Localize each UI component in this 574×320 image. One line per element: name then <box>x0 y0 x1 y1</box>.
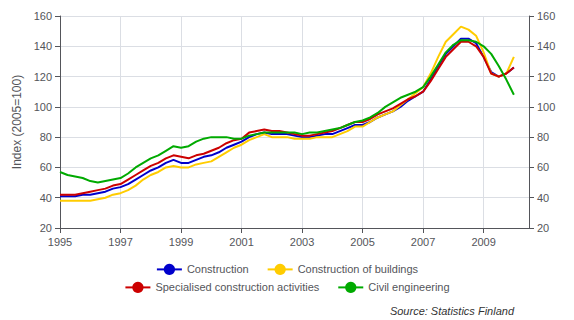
svg-text:Construction: Construction <box>187 263 249 275</box>
svg-text:40: 40 <box>40 192 52 204</box>
svg-text:40: 40 <box>537 192 549 204</box>
svg-text:120: 120 <box>537 71 555 83</box>
svg-text:60: 60 <box>40 161 52 173</box>
svg-text:160: 160 <box>34 10 52 22</box>
svg-text:1995: 1995 <box>48 236 72 248</box>
svg-text:100: 100 <box>537 101 555 113</box>
svg-text:100: 100 <box>34 101 52 113</box>
svg-text:2001: 2001 <box>229 236 253 248</box>
svg-text:Specialised construction activ: Specialised construction activities <box>155 281 319 293</box>
svg-text:2007: 2007 <box>411 236 435 248</box>
svg-text:1999: 1999 <box>169 236 193 248</box>
svg-text:60: 60 <box>537 161 549 173</box>
svg-text:80: 80 <box>40 131 52 143</box>
svg-text:20: 20 <box>40 222 52 234</box>
svg-text:160: 160 <box>537 10 555 22</box>
svg-text:Source: Statistics Finland: Source: Statistics Finland <box>390 305 515 317</box>
svg-text:1997: 1997 <box>108 236 132 248</box>
svg-text:2005: 2005 <box>350 236 374 248</box>
svg-text:120: 120 <box>34 71 52 83</box>
svg-text:140: 140 <box>34 40 52 52</box>
svg-text:140: 140 <box>537 40 555 52</box>
svg-text:Construction of buildings: Construction of buildings <box>298 263 419 275</box>
svg-text:2003: 2003 <box>290 236 314 248</box>
svg-text:Index (2005=100): Index (2005=100) <box>10 75 24 169</box>
svg-text:2009: 2009 <box>471 236 495 248</box>
svg-text:20: 20 <box>537 222 549 234</box>
svg-text:80: 80 <box>537 131 549 143</box>
svg-text:Civil engineering: Civil engineering <box>368 281 449 293</box>
